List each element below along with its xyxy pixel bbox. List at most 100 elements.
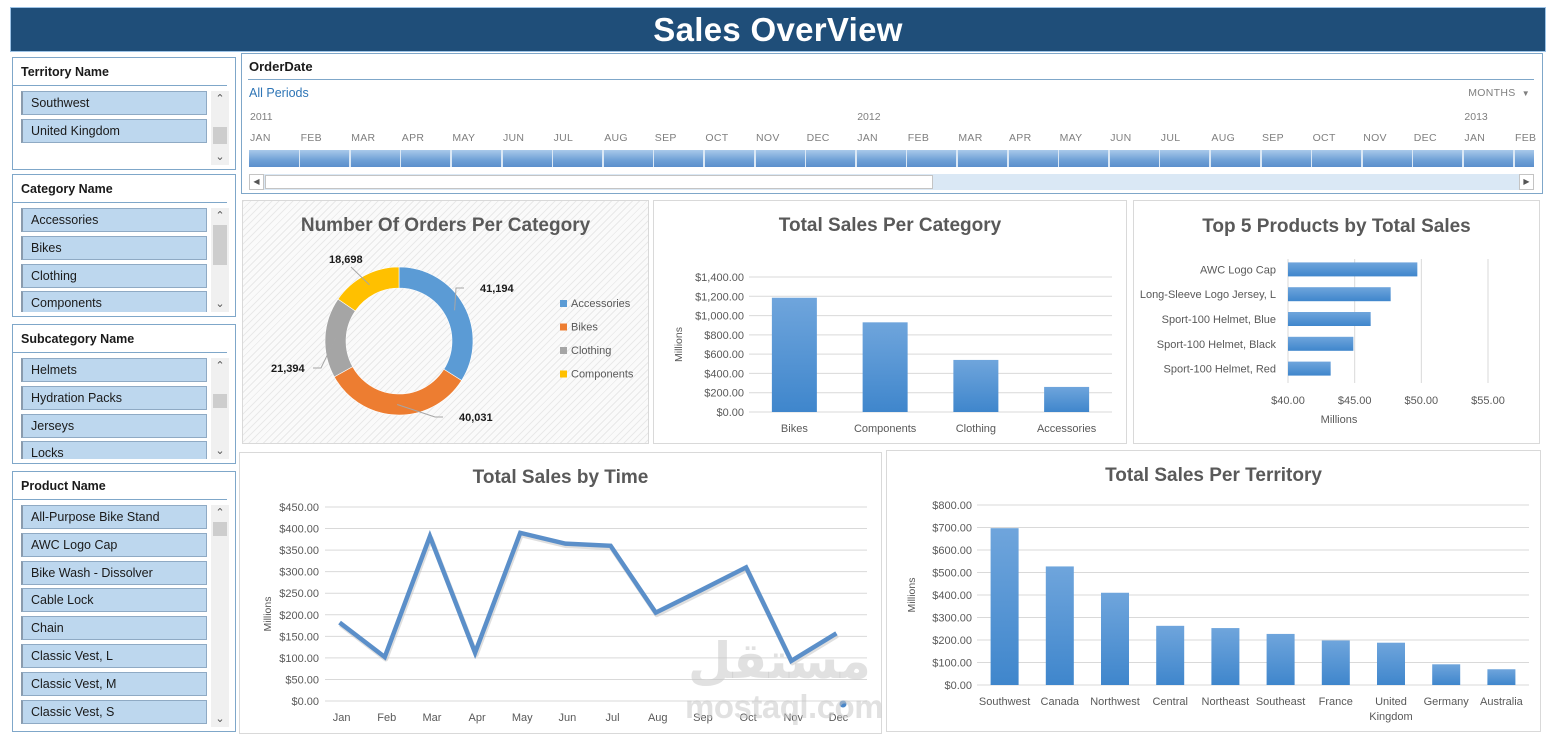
timeline-month-label[interactable]: NOV bbox=[1363, 132, 1387, 144]
slicer-item[interactable]: Locks bbox=[21, 441, 207, 459]
bar[interactable] bbox=[953, 359, 999, 412]
chevron-down-icon[interactable]: ⌄ bbox=[215, 298, 225, 310]
bar[interactable] bbox=[1288, 262, 1418, 277]
bar[interactable] bbox=[771, 297, 817, 412]
slicer-item[interactable]: Accessories bbox=[21, 208, 207, 232]
chevron-down-icon[interactable]: ⌄ bbox=[215, 151, 225, 163]
slicer-item[interactable]: United Kingdom bbox=[21, 118, 207, 143]
slicer-item[interactable]: Classic Vest, L bbox=[21, 643, 207, 668]
bar[interactable] bbox=[1288, 361, 1331, 376]
timeline-month-label[interactable]: FEB bbox=[907, 132, 930, 144]
slicer-item[interactable]: Hydration Packs bbox=[21, 385, 207, 410]
bar[interactable] bbox=[1288, 287, 1391, 302]
slicer-item[interactable]: Components bbox=[21, 291, 207, 312]
slicer-item[interactable]: Classic Vest, S bbox=[21, 699, 207, 724]
timeline-scrollbar[interactable]: ◀ ▶ bbox=[249, 174, 1534, 190]
slicer-scrollbar[interactable]: ⌃ ⌄ bbox=[211, 208, 229, 312]
timeline-bar-separator bbox=[1361, 150, 1363, 167]
timeline-month-label[interactable]: JAN bbox=[857, 132, 878, 144]
bar[interactable] bbox=[990, 528, 1019, 685]
scroll-right-icon[interactable]: ▶ bbox=[1519, 174, 1534, 190]
timeline-month-label[interactable]: JAN bbox=[1464, 132, 1486, 144]
slicer-item[interactable]: Bike Wash - Dissolver bbox=[21, 560, 207, 585]
y-tick-label: $400.00 bbox=[932, 590, 972, 602]
slicer-item[interactable]: Southwest bbox=[21, 91, 207, 115]
slicer-item[interactable]: Cable Lock bbox=[21, 588, 207, 613]
timeline-month-label[interactable]: MAR bbox=[958, 132, 983, 144]
bar[interactable] bbox=[1288, 312, 1371, 326]
scroll-thumb[interactable] bbox=[213, 225, 227, 265]
scroll-thumb[interactable] bbox=[213, 522, 227, 536]
timeline-month-label[interactable]: SEP bbox=[654, 132, 677, 144]
scroll-thumb[interactable] bbox=[213, 394, 227, 408]
timeline-month-label[interactable]: NOV bbox=[756, 132, 780, 144]
bar[interactable] bbox=[1156, 625, 1185, 685]
bar[interactable] bbox=[1288, 336, 1354, 351]
timeline-bar-separator bbox=[399, 150, 402, 167]
timeline-month-label[interactable]: JUL bbox=[1160, 132, 1181, 144]
timeline-month-label[interactable]: JAN bbox=[250, 132, 271, 144]
slicer-item[interactable]: Chain bbox=[21, 616, 207, 641]
donut-slice-accessories[interactable] bbox=[398, 266, 474, 381]
slicer-scrollbar[interactable]: ⌃ ⌄ bbox=[211, 358, 229, 459]
slicer-scrollbar[interactable]: ⌃ ⌄ bbox=[211, 91, 229, 165]
timeline-year-label: 2013 bbox=[1464, 111, 1488, 123]
timeline-month-label[interactable]: JUN bbox=[1110, 132, 1132, 144]
slicer-scrollbar[interactable]: ⌃ ⌄ bbox=[211, 505, 229, 727]
bar[interactable] bbox=[862, 322, 908, 412]
timeline-month-label[interactable]: APR bbox=[401, 132, 425, 144]
data-label: 21,394 bbox=[271, 363, 306, 375]
bar[interactable] bbox=[1045, 566, 1074, 685]
slicer-item[interactable]: Bikes bbox=[21, 235, 207, 260]
timeline-month-label[interactable]: JUL bbox=[553, 132, 574, 144]
timeline-month-label[interactable]: FEB bbox=[300, 132, 322, 144]
chevron-up-icon[interactable]: ⌃ bbox=[215, 507, 225, 519]
chevron-up-icon[interactable]: ⌃ bbox=[215, 210, 225, 222]
scroll-left-icon[interactable]: ◀ bbox=[249, 174, 264, 190]
bar[interactable] bbox=[1321, 640, 1350, 685]
timeline-month-label[interactable]: DEC bbox=[1413, 132, 1437, 144]
timeline-scroll-thumb[interactable] bbox=[265, 175, 933, 189]
resize-handle[interactable] bbox=[839, 700, 847, 708]
timeline-month-label[interactable]: FEB bbox=[1515, 132, 1537, 144]
slicer-item[interactable]: Jerseys bbox=[21, 413, 207, 438]
scroll-thumb[interactable] bbox=[213, 127, 227, 144]
timeline-month-label[interactable]: JUN bbox=[503, 132, 525, 144]
bar-chart: $0.00 $100.00 $200.00 $300.00 $400.00 $500.00… bbox=[906, 500, 1529, 723]
timeline-month-label[interactable]: AUG bbox=[1211, 132, 1236, 144]
sales-line[interactable] bbox=[338, 529, 838, 665]
bar[interactable] bbox=[1487, 669, 1516, 685]
bar[interactable] bbox=[1211, 628, 1240, 685]
timeline-month-label[interactable]: OCT bbox=[1312, 132, 1336, 144]
timeline-period-bar[interactable] bbox=[249, 150, 1534, 167]
slicer-product: Product Name All-Purpose Bike Stand AWC Lo… bbox=[12, 471, 236, 732]
slicer-item[interactable]: Classic Vest, M bbox=[21, 671, 207, 696]
chevron-up-icon[interactable]: ⌃ bbox=[215, 93, 225, 105]
donut-slice-bikes[interactable] bbox=[333, 366, 463, 416]
timeline-month-label[interactable]: AUG bbox=[604, 132, 628, 144]
timeline-month-label[interactable]: MAY bbox=[1059, 132, 1083, 144]
slicer-item[interactable]: Helmets bbox=[21, 358, 207, 382]
slicer-item[interactable]: All-Purpose Bike Stand bbox=[21, 505, 207, 529]
bar[interactable] bbox=[1044, 386, 1090, 412]
donut-slice-clothing[interactable] bbox=[324, 298, 356, 378]
y-tick-label: $350.00 bbox=[279, 545, 319, 557]
timeline-level-dropdown[interactable]: MONTHS ▼ bbox=[1468, 87, 1530, 99]
donut-slice-components[interactable] bbox=[337, 266, 400, 312]
timeline-month-label[interactable]: OCT bbox=[705, 132, 729, 144]
timeline-month-label[interactable]: MAR bbox=[351, 132, 376, 144]
slicer-item[interactable]: AWC Logo Cap bbox=[21, 532, 207, 557]
timeline-month-label[interactable]: APR bbox=[1009, 132, 1032, 144]
timeline-month-label[interactable]: MAY bbox=[452, 132, 476, 144]
legend-swatch bbox=[560, 370, 567, 378]
slicer-item[interactable]: Clothing bbox=[21, 263, 207, 288]
chevron-down-icon[interactable]: ⌄ bbox=[215, 713, 225, 725]
bar[interactable] bbox=[1377, 642, 1405, 685]
bar[interactable] bbox=[1266, 633, 1295, 685]
timeline-month-label[interactable]: SEP bbox=[1262, 132, 1284, 144]
chevron-down-icon[interactable]: ⌄ bbox=[215, 445, 225, 457]
bar[interactable] bbox=[1432, 664, 1461, 685]
bar[interactable] bbox=[1101, 592, 1129, 685]
timeline-month-label[interactable]: DEC bbox=[806, 132, 830, 144]
chevron-up-icon[interactable]: ⌃ bbox=[215, 360, 225, 372]
